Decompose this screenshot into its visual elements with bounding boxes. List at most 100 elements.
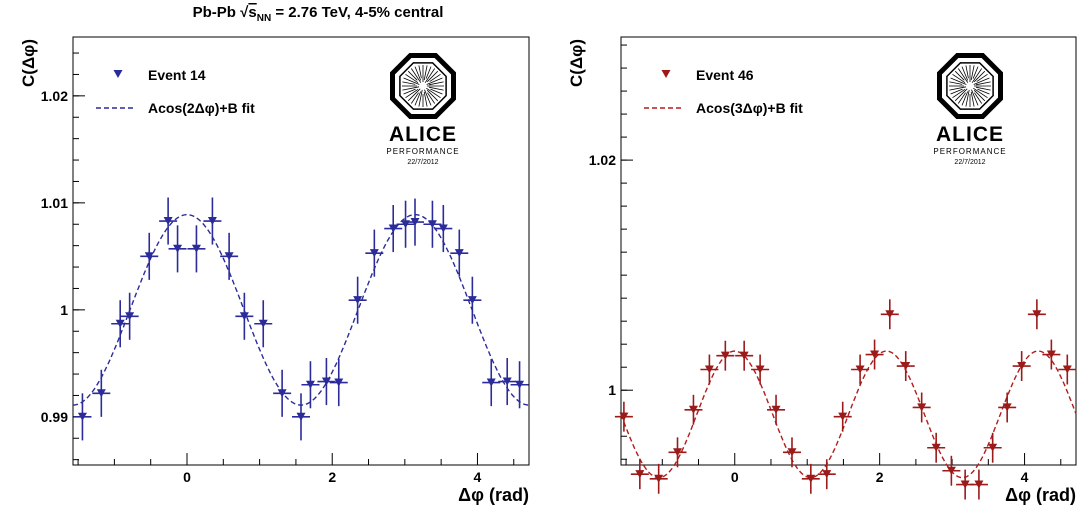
- alice-logo-spoke: [952, 73, 966, 84]
- data-point: [870, 350, 880, 359]
- alice-logo-inner-octagon: [399, 62, 447, 110]
- data-point: [654, 474, 664, 483]
- data-point: [96, 389, 106, 398]
- alice-logo-spoke: [426, 87, 441, 99]
- y-tick-label: 1: [60, 302, 68, 318]
- alice-logo-spoke: [971, 68, 983, 83]
- plot-frame: [620, 36, 1077, 466]
- legend-marker: [113, 69, 123, 79]
- data-point: [438, 224, 448, 233]
- data-point: [305, 380, 315, 389]
- alice-logo-subtitle: PERFORMANCE: [933, 147, 1006, 156]
- legend-label-fit: Acos(3Δφ)+B fit: [696, 100, 803, 116]
- alice-logo-spoke: [430, 88, 443, 95]
- data-point: [673, 448, 683, 457]
- alice-logo-spoke: [428, 86, 444, 91]
- alice-logo-spoke: [405, 73, 419, 84]
- alice-logo-spoke: [970, 65, 975, 81]
- data-point: [191, 244, 201, 253]
- data-point: [144, 252, 154, 261]
- alice-logo-spoke: [965, 89, 970, 107]
- x-tick-label: 2: [328, 469, 336, 485]
- x-axis-label: Δφ (rad): [458, 485, 529, 505]
- data-point: [917, 403, 927, 412]
- data-point: [224, 252, 234, 261]
- alice-logo-spoke: [407, 70, 418, 81]
- legend-marker: [661, 69, 671, 79]
- data-point: [931, 443, 941, 452]
- y-tick-label: 1.02: [41, 88, 68, 104]
- data-point: [787, 448, 797, 457]
- data-point: [467, 296, 477, 305]
- data-point: [163, 216, 173, 226]
- alice-logo-spoke: [975, 81, 991, 86]
- alice-logo-spoke: [965, 65, 969, 79]
- data-point: [822, 470, 832, 479]
- data-point: [353, 296, 363, 305]
- data-point: [1062, 365, 1072, 374]
- data-point: [277, 389, 287, 398]
- alice-logo-spoke: [975, 86, 991, 91]
- data-point: [960, 480, 970, 489]
- data-point: [720, 351, 730, 360]
- alice-logo-spoke: [402, 81, 416, 85]
- alice-logo-name: ALICE: [389, 123, 457, 146]
- y-axis-label: C(Δφ): [567, 39, 586, 87]
- legend: Event 46 Acos(3Δφ)+B fit: [644, 67, 803, 116]
- data-point: [974, 480, 984, 489]
- alice-logo-spoke: [950, 88, 963, 95]
- alice-logo-spoke: [957, 68, 969, 83]
- y-tick-label: 1.02: [589, 152, 616, 168]
- y-tick-label: 1: [608, 382, 616, 398]
- legend-label-data: Event 14: [148, 67, 206, 83]
- data-point: [515, 380, 525, 389]
- panel-event-14: 0 2 4 0.99 1 1.01 1.02C(Δφ) Δφ (rad) Event 14 Aco…: [19, 36, 530, 505]
- alice-logo-spoke: [961, 66, 969, 81]
- data-point: [946, 466, 956, 475]
- alice-logo-spoke: [405, 88, 419, 99]
- data-point: [1017, 362, 1027, 371]
- data-point: [207, 216, 217, 226]
- alice-logo-spoke: [949, 81, 963, 85]
- alice-logo-spoke: [428, 81, 444, 86]
- data-point: [901, 362, 911, 371]
- plot-frame: [72, 36, 530, 466]
- data-point: [688, 405, 698, 414]
- alice-logo-spoke: [426, 77, 443, 85]
- data-point: [771, 405, 781, 414]
- data-point: [388, 224, 398, 233]
- alice-logo-spoke: [403, 88, 416, 95]
- x-tick-label: 4: [474, 469, 482, 485]
- alice-logo-date: 22/7/2012: [407, 159, 438, 166]
- alice-logo-spoke: [423, 91, 428, 107]
- fit-curve: [620, 350, 1077, 479]
- alice-logo-spoke: [424, 89, 432, 106]
- alice-logo-spoke: [429, 73, 441, 82]
- panel-event-46: 0 2 4 1 1.02 C(Δφ) Δφ (rad) Event 46 Acos(3Δφ)+B…: [567, 36, 1077, 505]
- x-tick-label: 4: [1021, 469, 1029, 485]
- alice-logo-spoke: [410, 92, 419, 104]
- alice-logo-spoke: [425, 66, 432, 79]
- alice-logo-spoke: [970, 91, 975, 107]
- data-point: [369, 249, 379, 258]
- data-point: [838, 412, 848, 421]
- data-point: [806, 474, 816, 483]
- alice-logo-spoke: [973, 89, 986, 102]
- figure-title: Pb-Pb √sNN = 2.76 TeV, 4-5% central: [193, 4, 444, 24]
- x-axis-label: Δφ (rad): [1005, 485, 1076, 505]
- alice-logo-spoke: [952, 88, 966, 99]
- y-tick-label: 0.99: [41, 409, 68, 425]
- alice-logo-spoke: [957, 92, 966, 104]
- alice-logo-spoke: [407, 88, 421, 102]
- y-axis-label: C(Δφ): [19, 39, 38, 87]
- alice-logo-subtitle: PERFORMANCE: [386, 147, 459, 156]
- alice-logo-spoke: [426, 70, 439, 83]
- data-point: [635, 470, 645, 479]
- data-point: [988, 443, 998, 452]
- legend: Event 14 Acos(2Δφ)+B fit: [96, 67, 255, 116]
- data-point: [296, 412, 306, 421]
- alice-logo-spoke: [961, 91, 969, 106]
- data-point: [704, 365, 714, 374]
